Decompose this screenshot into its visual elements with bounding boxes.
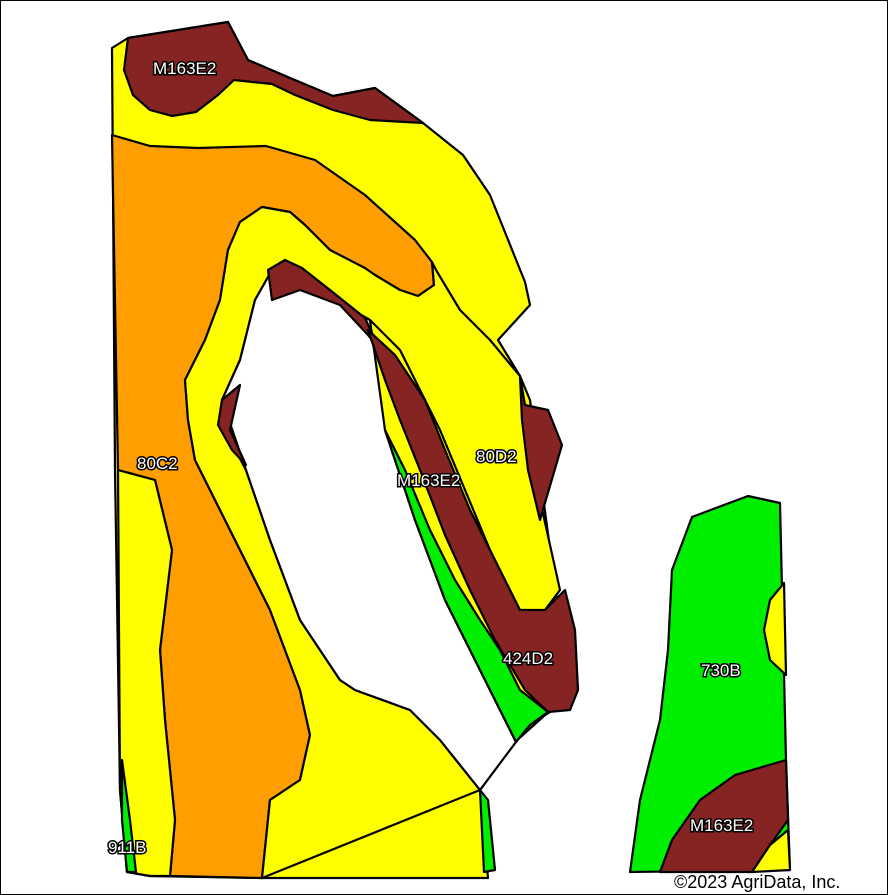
- soil-polygon-green-diagonal: [383, 428, 550, 744]
- soil-polygon-green-sliver-right: [478, 788, 497, 874]
- label-911b: 911B: [108, 838, 146, 857]
- label-m163e2-mid: M163E2: [397, 471, 460, 490]
- soil-polygon-maroon-diagonal: [366, 328, 580, 714]
- copyright-text: ©2023 AgriData, Inc.: [674, 872, 840, 892]
- soil-polygon-maroon-wedge: [216, 383, 248, 467]
- soil-polygon-green-sliver-left: [120, 758, 138, 874]
- soil-polygon-yellow-bottom-right: [750, 828, 792, 874]
- soil-polygon-yellow-right-notch: [762, 581, 788, 677]
- label-80d2: 80D2: [476, 447, 517, 466]
- label-730b: 730B: [701, 661, 741, 680]
- non-field-area: [220, 268, 518, 792]
- label-80c2: 80C2: [137, 454, 178, 473]
- label-424d2: 424D2: [503, 649, 553, 668]
- soil-polygon-maroon-top: [122, 20, 425, 125]
- soil-polygon-maroon-notch: [518, 374, 564, 522]
- label-m163e2-bottom: M163E2: [690, 816, 753, 835]
- label-m163e2-top: M163E2: [153, 59, 216, 78]
